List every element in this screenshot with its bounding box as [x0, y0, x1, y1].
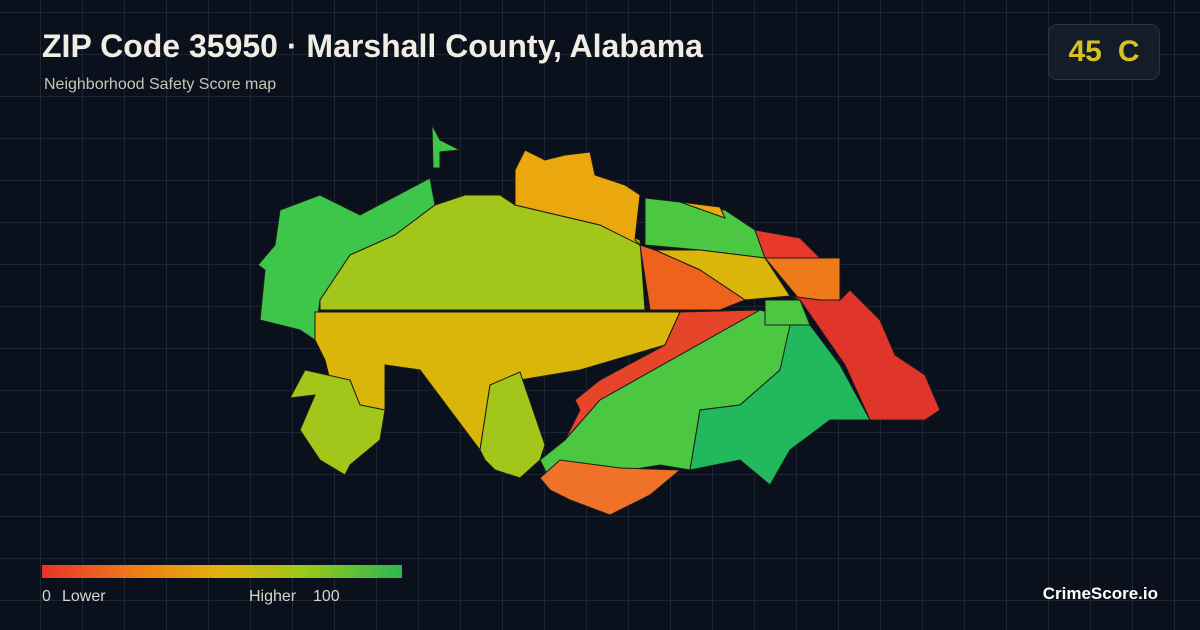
region	[479, 371, 546, 479]
score-value: 45	[1068, 35, 1102, 68]
region	[679, 201, 726, 219]
title: ZIP Code 35950 · Marshall County, Alabam…	[42, 28, 703, 64]
legend-max-label: Higher	[249, 588, 297, 605]
region	[639, 244, 747, 311]
score-badge: 45 C	[1048, 24, 1160, 80]
region	[754, 229, 822, 259]
score-grade: C	[1117, 35, 1140, 68]
region	[689, 324, 871, 486]
region	[539, 459, 682, 516]
legend-min: 0	[42, 588, 51, 605]
brand: CrimeScore.io	[1042, 584, 1158, 603]
legend-min-label: Lower	[62, 588, 106, 605]
region	[789, 289, 941, 421]
region	[289, 369, 386, 476]
region	[514, 149, 641, 246]
region	[319, 194, 646, 311]
subtitle: Neighborhood Safety Score map	[44, 76, 277, 93]
legend-gradient	[42, 565, 402, 578]
region	[764, 299, 811, 326]
region	[314, 311, 681, 452]
region	[431, 124, 462, 169]
legend-max: 100	[313, 588, 340, 605]
